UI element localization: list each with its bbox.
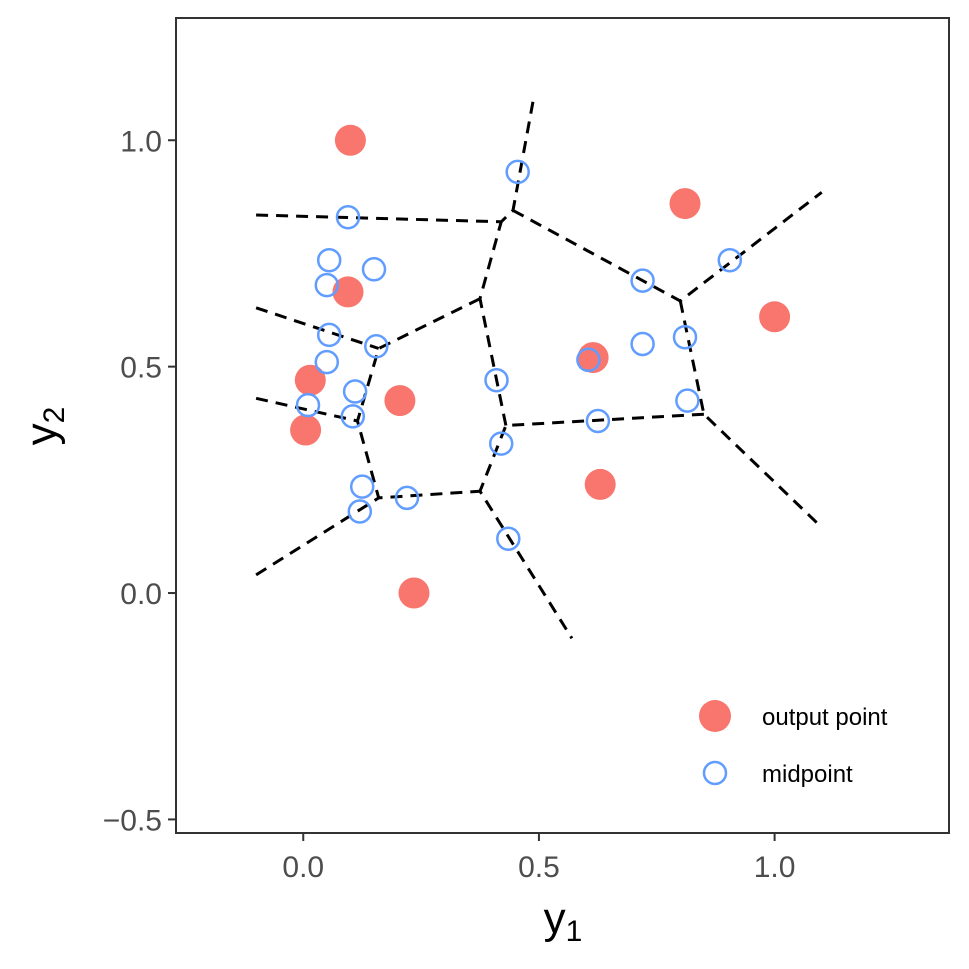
midpoint-14: [484, 367, 509, 393]
midpoint-3: [316, 247, 342, 273]
midpoint-4: [361, 257, 387, 282]
output-point-1: [334, 124, 366, 156]
midpoint-16: [295, 392, 321, 418]
x-axis-title: y1: [544, 894, 583, 948]
midpoint-9: [364, 334, 389, 359]
midpoint-19: [585, 408, 611, 434]
plot-panel-border: [175, 17, 950, 834]
output-point-6: [294, 364, 326, 396]
y-tick-label-1: −0.5: [103, 804, 162, 837]
midpoint-8: [316, 322, 342, 348]
y-tick-label-4: 1.0: [120, 125, 162, 158]
legend-key-midpoint: [702, 760, 728, 786]
boundary-line-3: [678, 300, 823, 529]
x-axis-title-subscript: 1: [566, 915, 583, 948]
boundary-line-1: [256, 94, 536, 224]
midpoint-21: [349, 474, 375, 499]
midpoint-22: [394, 485, 420, 511]
boundary-line-7: [255, 306, 380, 350]
x-tick-label-3: 1.0: [754, 851, 796, 884]
legend-label-output-point: output point: [762, 704, 888, 731]
boundary-lines: [255, 94, 823, 640]
output-point-8: [290, 414, 322, 446]
output-point-4: [759, 301, 791, 333]
y-axis-ticks: −0.5 0.0 0.5 1.0: [103, 125, 176, 837]
y-axis-title-subscript: 2: [38, 407, 71, 424]
y-tick-label-2: 0.0: [120, 578, 162, 611]
x-axis-title-main: y: [544, 894, 566, 943]
midpoint-23: [347, 499, 373, 524]
output-point-7: [384, 385, 416, 417]
midpoint-24: [496, 526, 521, 551]
y-axis-title: y2: [17, 407, 71, 446]
midpoint-15: [342, 379, 368, 404]
midpoint-5: [314, 272, 340, 298]
x-axis-ticks: 0.0 0.5 1.0: [282, 833, 795, 884]
x-tick-label-2: 0.5: [518, 851, 560, 884]
midpoint-20: [488, 431, 514, 456]
midpoint-12: [672, 324, 698, 350]
midpoint-6: [630, 268, 655, 293]
midpoint-17: [340, 404, 366, 429]
legend-label-midpoint: midpoint: [762, 761, 853, 788]
y-axis-title-main: y: [17, 423, 66, 445]
midpoint-1: [505, 159, 530, 185]
midpoint-13: [576, 347, 601, 373]
midpoints: [295, 159, 743, 551]
y-tick-label-3: 0.5: [120, 352, 162, 385]
midpoint-18: [675, 388, 700, 413]
boundary-line-9: [255, 496, 380, 577]
output-points: [290, 124, 791, 609]
midpoint-10: [314, 349, 340, 375]
midpoint-2: [335, 204, 361, 230]
legend-key-output-point: [699, 700, 731, 732]
output-point-2: [669, 188, 701, 220]
x-tick-label-1: 0.0: [282, 851, 324, 884]
midpoint-11: [630, 331, 655, 357]
output-point-10: [398, 577, 430, 609]
midpoint-7: [717, 247, 743, 273]
output-point-9: [584, 468, 616, 500]
output-point-3: [332, 276, 364, 308]
legend: output point midpoint: [699, 700, 888, 788]
